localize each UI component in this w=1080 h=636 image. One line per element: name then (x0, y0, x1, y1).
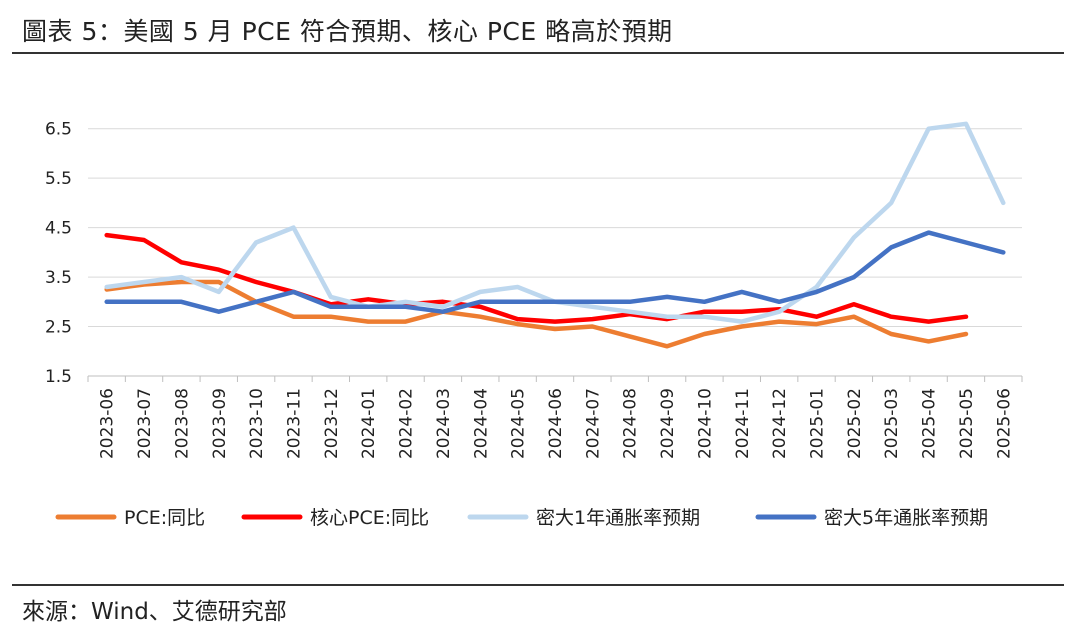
y-tick-label: 5.5 (45, 169, 72, 189)
y-tick-label: 3.5 (45, 268, 72, 288)
series-line-1 (104, 279, 969, 349)
x-tick-label: 2024-05 (509, 388, 529, 459)
title-divider (12, 52, 1064, 54)
x-tick-label: 2024-11 (733, 388, 753, 459)
x-tick-label: 2024-12 (770, 388, 790, 459)
x-tick-label: 2023-12 (322, 388, 342, 459)
x-tick-label: 2024-02 (397, 388, 417, 459)
x-tick-label: 2025-06 (994, 388, 1014, 459)
y-tick-label: 2.5 (45, 318, 72, 338)
x-tick-label: 2023-08 (172, 388, 192, 459)
x-tick-label: 2025-05 (957, 388, 977, 459)
x-tick-label: 2024-09 (658, 388, 678, 459)
legend-label: 密大1年通胀率预期 (536, 507, 700, 529)
x-tick-label: 2025-01 (808, 388, 828, 459)
x-tick-label: 2025-03 (882, 388, 902, 459)
y-tick-label: 6.5 (45, 120, 72, 140)
x-tick-label: 2024-07 (583, 388, 603, 459)
x-tick-label: 2024-08 (621, 388, 641, 459)
series-line-2 (104, 232, 969, 324)
legend: PCE:同比 核心PCE:同比 密大1年通胀率预期 密大5年通胀率预期 (55, 507, 988, 529)
x-tick-label: 2024-03 (434, 388, 454, 459)
line-chart: 1.5 2.5 3.5 4.5 5.5 6.5 2023-06 2023-07 2023-08… (45, 120, 1023, 529)
y-axis: 1.5 2.5 3.5 4.5 5.5 6.5 (45, 120, 72, 387)
legend-label: 密大5年通胀率预期 (824, 507, 988, 529)
x-tick-label: 2025-04 (920, 388, 940, 459)
x-tick-label: 2024-04 (471, 388, 491, 459)
footer-divider (12, 584, 1064, 586)
chart-title: 圖表 5：美國 5 月 PCE 符合預期、核心 PCE 略高於預期 (22, 17, 673, 46)
x-tick-label: 2023-06 (98, 388, 118, 459)
series-line-4 (104, 230, 1006, 314)
x-axis: 2023-06 2023-07 2023-08 2023-09 2023-10 2023-… (87, 376, 1023, 459)
x-tick-label: 2024-01 (359, 388, 379, 459)
x-tick-label: 2024-10 (695, 388, 715, 459)
x-tick-label: 2023-10 (247, 388, 267, 459)
legend-label: 核心PCE:同比 (310, 507, 429, 529)
x-tick-label: 2023-11 (284, 388, 304, 459)
x-tick-label: 2023-09 (210, 388, 230, 459)
x-tick-label: 2025-02 (845, 388, 865, 459)
y-tick-label: 4.5 (45, 219, 72, 239)
x-tick-label: 2024-06 (546, 388, 566, 459)
series-lines (104, 121, 1006, 349)
x-tick-label: 2023-07 (135, 388, 155, 459)
y-tick-label: 1.5 (45, 367, 72, 387)
source-note: 來源：Wind、艾德研究部 (22, 599, 287, 625)
legend-label: PCE:同比 (124, 507, 205, 529)
